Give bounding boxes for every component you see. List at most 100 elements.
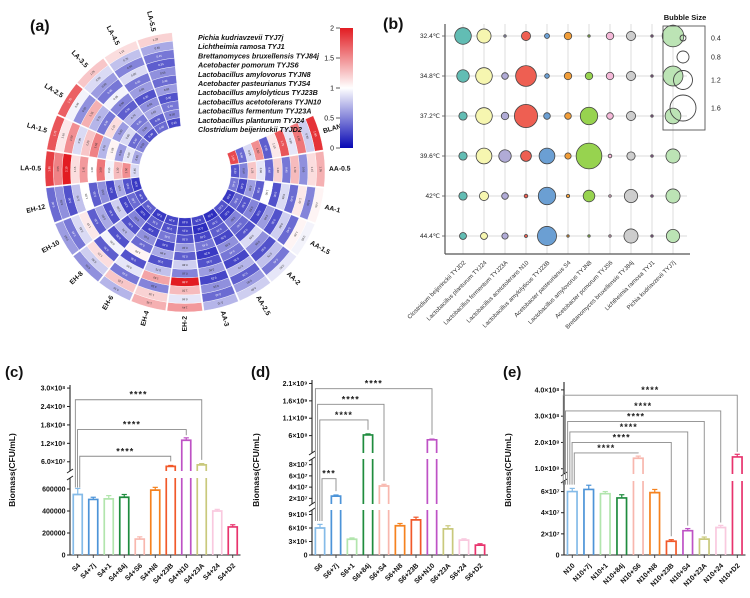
sector-label: AA-0.5 [329, 166, 351, 173]
heatmap-cell-value: 0.70 [217, 300, 224, 305]
temperature-label: 39.6℃ [420, 153, 441, 160]
species-ring-label: Lactobacillus planturum TYJ24 [198, 116, 304, 125]
axis-break-mark [308, 507, 316, 513]
heatmap-cell-value: 0.35 [215, 227, 222, 233]
heatmap-cell-value: 0.45 [228, 249, 235, 255]
heatmap-cell-value: 0.35 [151, 219, 158, 225]
heatmap-cell-value: 0.60 [248, 185, 253, 192]
heatmap-cell-value: 0.85 [247, 150, 252, 157]
y-tick-label: 1.2×10⁸ [41, 441, 66, 448]
bubble [587, 34, 591, 38]
bubble [665, 228, 681, 244]
bar [665, 540, 677, 555]
heatmap-cell-value: 0.45 [103, 119, 110, 126]
heatmap-cell-value: 0.90 [182, 297, 188, 301]
heatmap-cell-value: 0.40 [267, 167, 271, 173]
sector-label: EH-12 [26, 204, 47, 215]
heatmap-cell-value: 0.30 [125, 183, 130, 190]
heatmap-cell-value: 0.65 [159, 251, 166, 256]
significance-stars: **** [613, 432, 631, 442]
heatmap-cell-value: 0.25 [161, 242, 168, 247]
heatmap-cell [130, 163, 140, 178]
panel-e-bar-chart: 0 2×10⁷ 4×10⁷ 6×10⁷ 1.0×10⁸ 2.0×10⁸ 3.0×10⁸ 4.0… [500, 360, 750, 598]
heatmap-cell-value: 0.40 [132, 137, 139, 144]
y-tick-label: 3.0×10⁸ [41, 385, 66, 392]
temperature-label: 44.4℃ [420, 233, 441, 240]
heatmap-cell-value: 0.80 [304, 133, 309, 140]
colorbar-tick: 1 [330, 86, 334, 93]
significance-bracket [562, 394, 738, 485]
heatmap-cell-value: 0.20 [133, 181, 138, 188]
heatmap-cell-value: 0.25 [171, 120, 178, 125]
y-tick-label: 0 [556, 552, 560, 559]
x-category-label: S4+7j [80, 562, 98, 580]
heatmap-cell-value: 0.90 [125, 264, 132, 270]
bubble [566, 234, 570, 238]
bar [566, 490, 578, 555]
species-ring-label: Pichia kudriavzevii TYJ7j [198, 33, 284, 42]
bar [426, 438, 438, 453]
heatmap-cell-value: 0.60 [138, 87, 145, 93]
heatmap-cell-value: 1.15 [310, 167, 314, 173]
y-tick-label: 0 [304, 552, 308, 559]
heatmap-cell-value: 0.90 [278, 264, 285, 271]
significance-stars: **** [342, 394, 360, 404]
heatmap-cell-value: 0.60 [263, 214, 269, 221]
bubble-legend-title: Bubble Size [664, 13, 707, 22]
panel-b-label: (b) [383, 16, 404, 33]
heatmap-cell-value: 0.75 [122, 56, 129, 62]
heatmap-cell-value: 1.15 [110, 124, 117, 131]
heatmap-cell-value: 0.50 [229, 216, 236, 223]
sector-label: LA-0.5 [20, 165, 41, 172]
y-tick-label: 4×10⁷ [289, 485, 308, 492]
heatmap-cell-value: 0.40 [162, 79, 169, 84]
heatmap-cell-value: 0.65 [154, 45, 161, 50]
heatmap-cell-value: 1.40 [152, 275, 159, 280]
bubble [456, 69, 470, 83]
heatmap-cell-value: 1.90 [313, 131, 318, 138]
bubble-legend-value: 1.6 [711, 106, 721, 113]
significance-stars: **** [634, 401, 652, 411]
heatmap-cell-value: 0.35 [256, 187, 261, 194]
heatmap-cell-value: 0.40 [285, 227, 291, 234]
heatmap-cell-value: 0.20 [203, 251, 210, 256]
x-category-label: S4 [71, 562, 82, 573]
bar [394, 524, 406, 555]
bubble [564, 112, 572, 120]
bubble [475, 107, 493, 125]
heatmap-cell-value: 0.35 [103, 245, 110, 252]
heatmap-cell-value: 1.25 [85, 139, 91, 146]
significance-stars: **** [641, 385, 659, 395]
heatmap-cell-value: 0.95 [74, 101, 81, 108]
heatmap-cell [163, 214, 179, 227]
heatmap-cell-value: 0.80 [278, 222, 284, 229]
significance-stars: **** [365, 379, 383, 389]
species-ring-label: Acetobacter pasteurianus TYJS4 [197, 79, 310, 88]
bar [227, 526, 239, 555]
heatmap-cell [130, 149, 144, 165]
heatmap-cell-value: 1.05 [314, 202, 319, 209]
bubble [523, 193, 529, 199]
heatmap-cell-value: 0.25 [195, 218, 202, 223]
bubble [544, 73, 550, 79]
bar [583, 488, 595, 555]
bubble [454, 27, 472, 45]
heatmap-cell-value: 0.25 [147, 227, 154, 233]
heatmap-cell-value: 0.80 [250, 286, 257, 292]
heatmap-cell-value: 0.40 [239, 152, 244, 159]
y-tick-label: 1.6×10⁹ [283, 398, 308, 405]
heatmap-cell-value: 1.50 [255, 147, 260, 154]
bubble [544, 33, 550, 39]
heatmap-cell-value: 0.35 [124, 107, 131, 114]
x-category-label: S6 [313, 562, 324, 573]
heatmap-cell-value: 1.00 [84, 193, 89, 200]
heatmap-cell-value: 0.30 [147, 132, 154, 139]
bubble [498, 149, 512, 163]
colorbar [340, 28, 353, 148]
heatmap-cell-value: 1.25 [89, 69, 96, 76]
bubble [579, 106, 599, 126]
y-tick-label: 2.4×10⁸ [41, 404, 66, 411]
heatmap-cell-value: 0.50 [242, 168, 246, 174]
bubble-legend-box [662, 25, 706, 131]
y-tick-label: 1.8×10⁸ [41, 422, 66, 429]
